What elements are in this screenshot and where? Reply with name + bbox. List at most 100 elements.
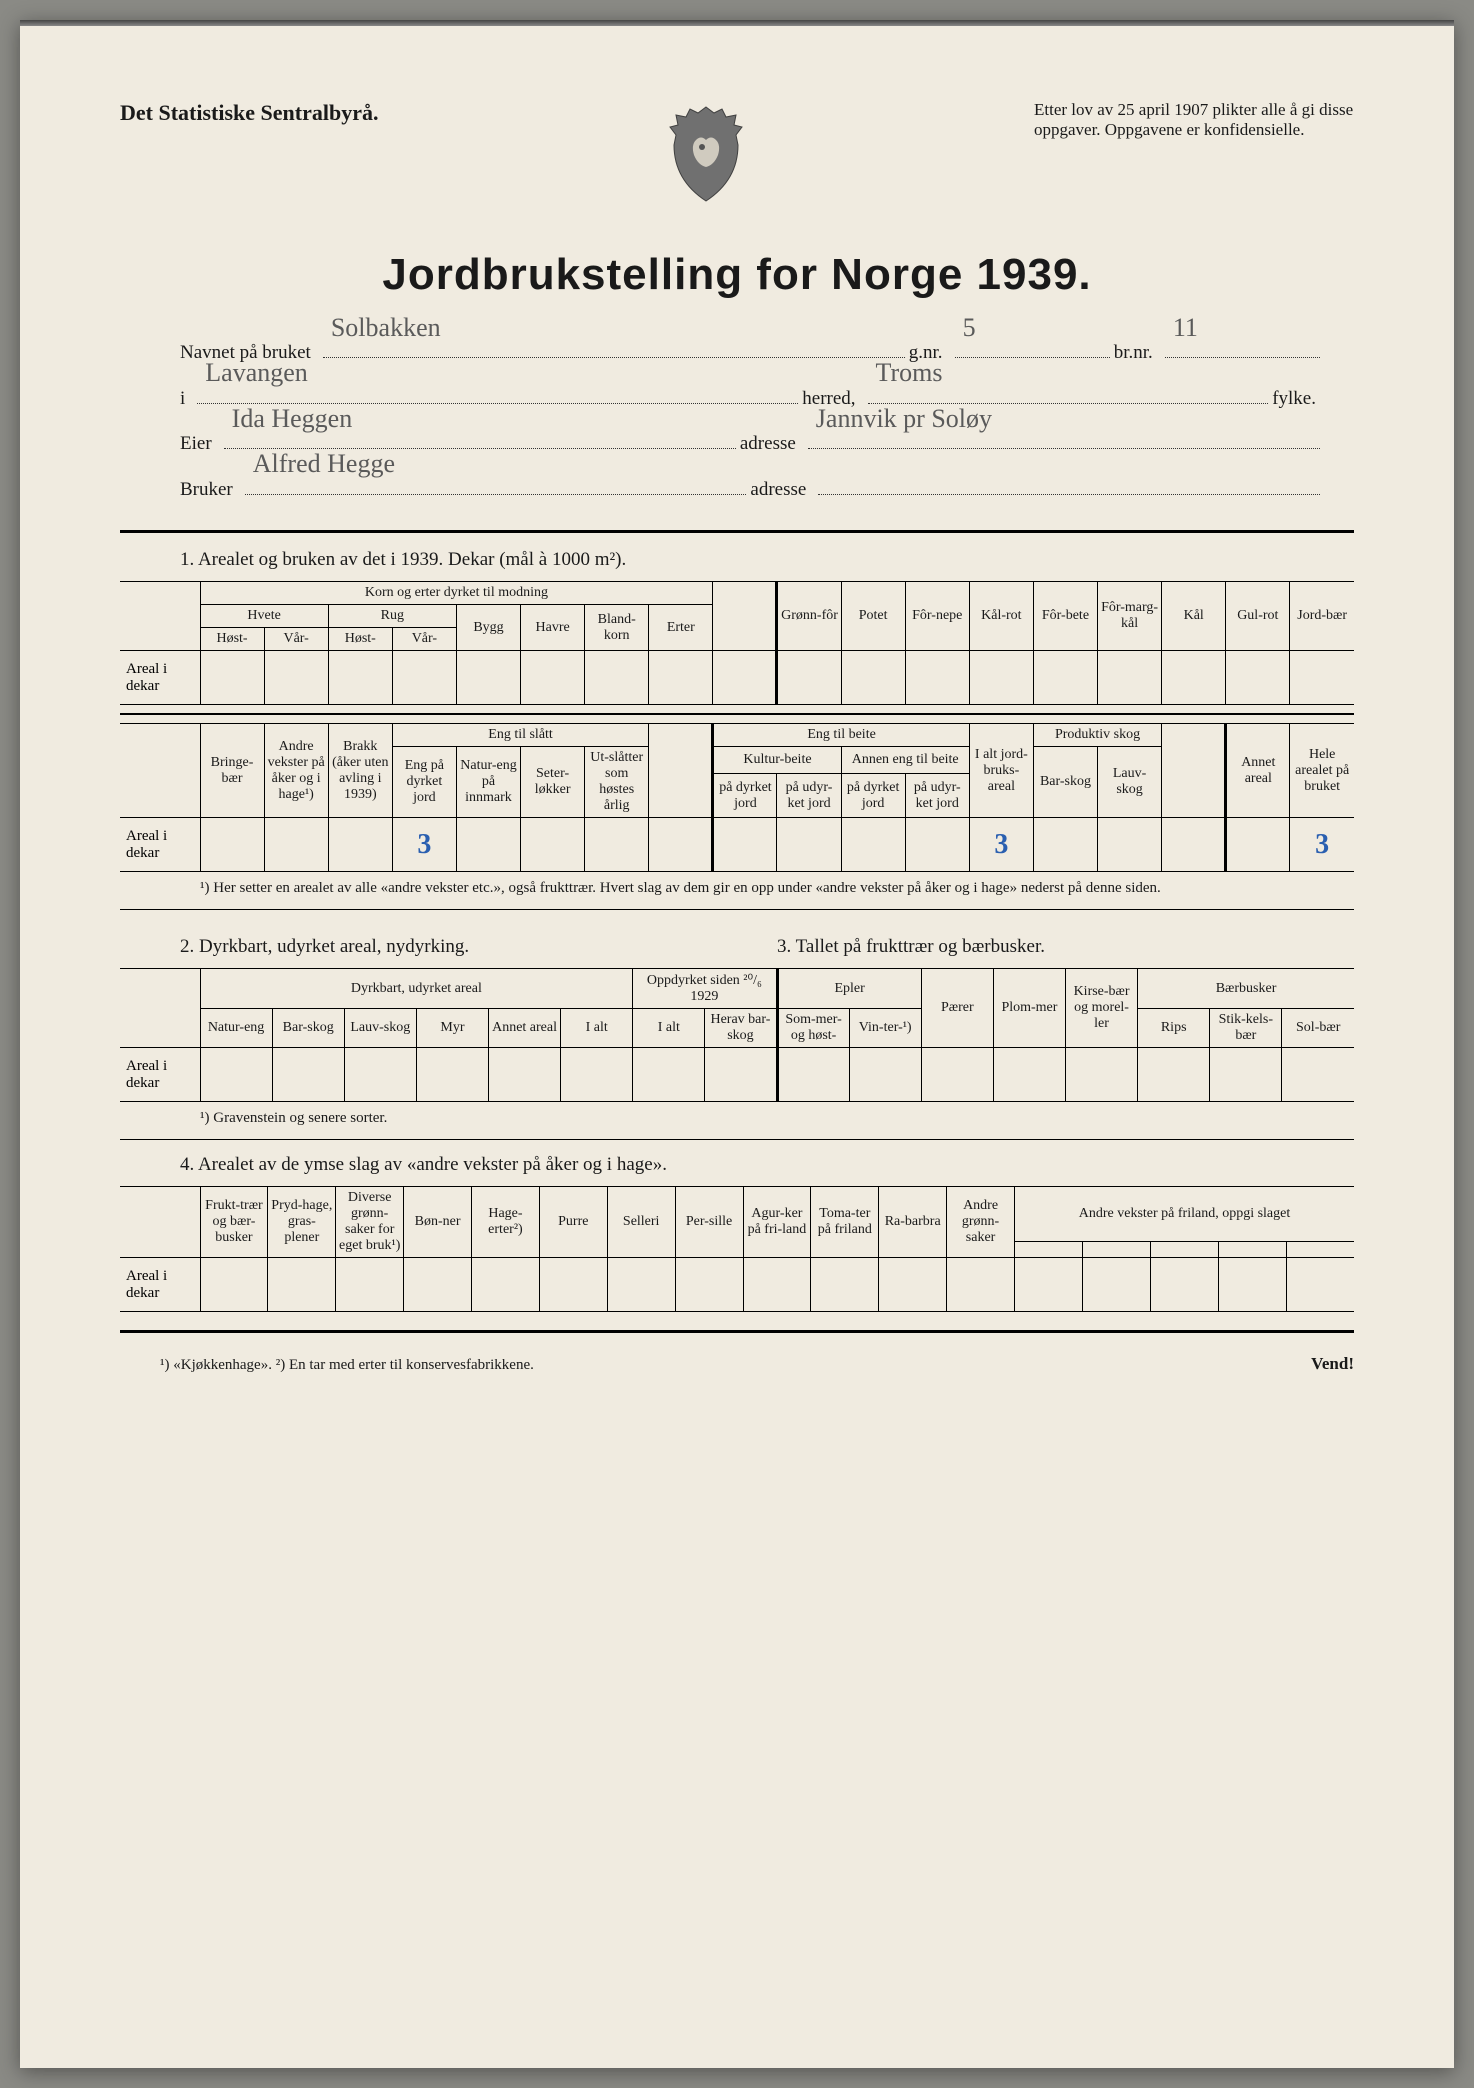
col-rips: Rips bbox=[1138, 1009, 1210, 1048]
col-engpaa: Eng på dyrket jord bbox=[392, 747, 456, 818]
col-forbete: Fôr-bete bbox=[1033, 582, 1097, 651]
row-areal-label: Areal i dekar bbox=[120, 1048, 200, 1102]
col-kulturbeite: Kultur-beite bbox=[713, 747, 841, 773]
col-annetareal: Annet areal bbox=[1226, 724, 1290, 818]
census-form-page: Det Statistiske Sentralbyrå. Etter lov a… bbox=[20, 20, 1454, 2068]
in-label: i bbox=[180, 376, 185, 422]
col-erter: Erter bbox=[649, 605, 713, 651]
row-areal-label: Areal i dekar bbox=[120, 1258, 200, 1312]
section-4-table: Frukt-trær og bær-busker Pryd-hage, gras… bbox=[120, 1186, 1354, 1312]
col-dyrkbart: Dyrkbart, udyrket areal bbox=[200, 969, 633, 1009]
divider bbox=[120, 1330, 1354, 1333]
col-epler: Epler bbox=[777, 969, 921, 1009]
val-hele: 3 bbox=[1290, 818, 1354, 872]
col-solbaer: Sol-bær bbox=[1282, 1009, 1354, 1048]
col-baerbusker: Bærbusker bbox=[1138, 969, 1354, 1009]
col-s2-ialt: I alt bbox=[561, 1009, 633, 1048]
col-lauvskog: Lauv-skog bbox=[1098, 747, 1162, 818]
col-ialtjord: I alt jord-bruks-areal bbox=[969, 724, 1033, 818]
section-3-footnote: ¹) Gravenstein og senere sorter. bbox=[200, 1110, 1354, 1127]
col-seter: Seter-løkker bbox=[521, 747, 585, 818]
col-diverse: Diverse grønn-saker for eget bruk¹) bbox=[336, 1187, 404, 1258]
col-frukttraer: Frukt-trær og bær-busker bbox=[200, 1187, 268, 1258]
col-ab-udyrket: på udyr-ket jord bbox=[905, 773, 969, 818]
col-engslaat: Eng til slått bbox=[392, 724, 648, 747]
col-s2-heravbar: Herav bar-skog bbox=[705, 1009, 777, 1048]
row-areal-label: Areal i dekar bbox=[120, 651, 200, 705]
coat-of-arms-icon bbox=[661, 100, 751, 210]
col-engbeite: Eng til beite bbox=[713, 724, 969, 747]
col-natureng: Natur-eng på innmark bbox=[456, 747, 520, 818]
identification-fields: Navnet på bruket Solbakken g.nr. 5 br.nr… bbox=[120, 330, 1354, 512]
col-korn: Korn og erter dyrket til modning bbox=[200, 582, 713, 605]
col-hvete-host: Høst- bbox=[200, 628, 264, 651]
col-potet: Potet bbox=[841, 582, 905, 651]
section-4-title: 4. Arealet av de ymse slag av «andre vek… bbox=[180, 1154, 1354, 1176]
legal-notice: Etter lov av 25 april 1907 plikter alle … bbox=[1034, 100, 1354, 140]
scan-edge bbox=[20, 20, 1454, 26]
col-havre: Havre bbox=[521, 605, 585, 651]
col-rug-var: Vår- bbox=[392, 628, 456, 651]
fylke-label: fylke. bbox=[1272, 376, 1316, 422]
col-s2-lauvskog: Lauv-skog bbox=[344, 1009, 416, 1048]
col-andrevekster: Andre vekster på åker og i hage¹) bbox=[264, 724, 328, 818]
col-purre: Purre bbox=[539, 1187, 607, 1258]
col-bringebaer: Bringe-bær bbox=[200, 724, 264, 818]
col-brakk: Brakk (åker uten avling i 1939) bbox=[328, 724, 392, 818]
col-prydhage: Pryd-hage, gras-plener bbox=[268, 1187, 336, 1258]
address-label: adresse bbox=[740, 421, 796, 467]
col-s2-natureng: Natur-eng bbox=[200, 1009, 272, 1048]
section-1-footnote: ¹) Her setter en arealet av alle «andre … bbox=[200, 880, 1354, 897]
col-vinter: Vin-ter-¹) bbox=[849, 1009, 921, 1048]
val-ialt: 3 bbox=[969, 818, 1033, 872]
col-stikkels: Stik-kels-bær bbox=[1210, 1009, 1282, 1048]
col-s2-ialt2: I alt bbox=[633, 1009, 705, 1048]
col-barskog: Bar-skog bbox=[1033, 747, 1097, 818]
col-prodskog: Produktiv skog bbox=[1033, 724, 1161, 747]
col-bonner: Bøn-ner bbox=[404, 1187, 472, 1258]
user-value: Alfred Hegge bbox=[253, 433, 395, 495]
section-1-title: 1. Arealet og bruken av det i 1939. Deka… bbox=[180, 549, 1354, 571]
row-areal-label: Areal i dekar bbox=[120, 818, 200, 872]
col-tomater: Toma-ter på friland bbox=[811, 1187, 879, 1258]
col-helearealet: Hele arealet på bruket bbox=[1290, 724, 1354, 818]
col-selleri: Selleri bbox=[607, 1187, 675, 1258]
col-jordbaer: Jord-bær bbox=[1290, 582, 1354, 651]
brnr-value: 11 bbox=[1173, 297, 1198, 359]
divider bbox=[120, 1139, 1354, 1140]
section-2-title: 2. Dyrkbart, udyrket areal, nydyrking. bbox=[180, 936, 757, 958]
user-label: Bruker bbox=[180, 467, 233, 513]
divider bbox=[120, 530, 1354, 533]
col-plommer: Plom-mer bbox=[993, 969, 1065, 1048]
col-persille: Per-sille bbox=[675, 1187, 743, 1258]
col-agurker: Agur-ker på fri-land bbox=[743, 1187, 811, 1258]
section-1-table-a: Korn og erter dyrket til modning Grønn-f… bbox=[120, 581, 1354, 705]
gnr-value: 5 bbox=[963, 297, 976, 359]
turn-page-label: Vend! bbox=[1311, 1354, 1354, 1374]
col-s2-barskog: Bar-skog bbox=[272, 1009, 344, 1048]
col-oppdyrket: Oppdyrket siden ²⁰/₆ 1929 bbox=[633, 969, 777, 1009]
main-title: Jordbrukstelling for Norge 1939. bbox=[120, 250, 1354, 300]
val-eng: 3 bbox=[392, 818, 456, 872]
col-hageerter: Hage-erter²) bbox=[472, 1187, 540, 1258]
section-4-footnote: ¹) «Kjøkkenhage». ²) En tar med erter ti… bbox=[160, 1357, 534, 1374]
col-sommer: Som-mer-og høst- bbox=[777, 1009, 849, 1048]
col-kal: Kål bbox=[1162, 582, 1226, 651]
divider bbox=[120, 909, 1354, 910]
col-andrefriland: Andre vekster på friland, oppgi slaget bbox=[1015, 1187, 1355, 1241]
col-hvete-var: Vår- bbox=[264, 628, 328, 651]
col-fornepe: Fôr-nepe bbox=[905, 582, 969, 651]
section-3-title: 3. Tallet på frukttrær og bærbusker. bbox=[777, 936, 1354, 958]
col-annenbeite: Annen eng til beite bbox=[841, 747, 969, 773]
divider bbox=[120, 713, 1354, 715]
col-rug-host: Høst- bbox=[328, 628, 392, 651]
farm-name-value: Solbakken bbox=[331, 297, 441, 359]
col-hvete: Hvete bbox=[200, 605, 328, 628]
col-gulrot: Gul-rot bbox=[1226, 582, 1290, 651]
col-kalrot: Kål-rot bbox=[969, 582, 1033, 651]
col-s2-myr: Myr bbox=[416, 1009, 488, 1048]
owner-address-value: Jannvik pr Soløy bbox=[816, 388, 992, 450]
col-bygg: Bygg bbox=[456, 605, 520, 651]
brnr-label: br.nr. bbox=[1114, 330, 1153, 376]
col-kirsebar: Kirse-bær og morel-ler bbox=[1066, 969, 1138, 1048]
